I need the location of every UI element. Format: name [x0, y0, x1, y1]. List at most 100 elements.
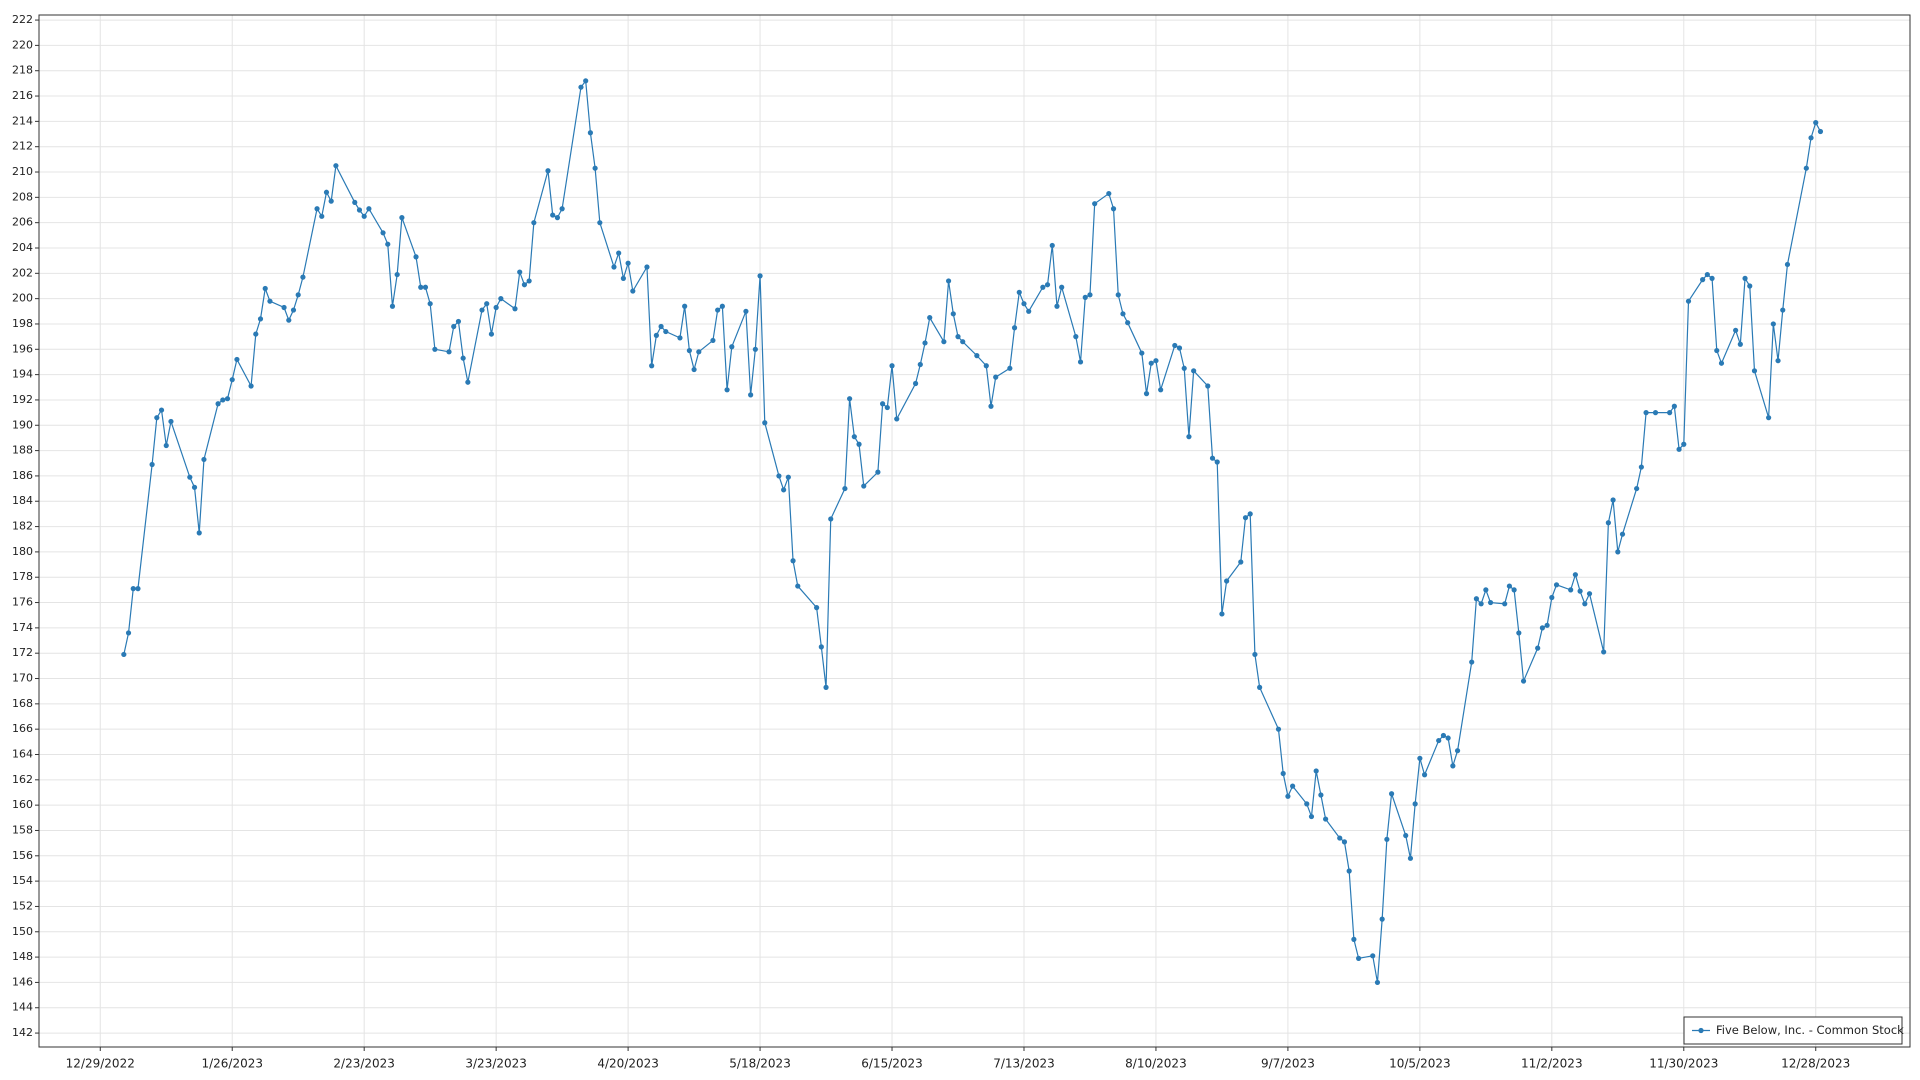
data-point — [1652, 410, 1659, 416]
data-point — [319, 213, 325, 219]
data-point — [154, 415, 160, 421]
data-point — [559, 206, 565, 212]
data-point — [465, 379, 471, 385]
data-point — [1638, 464, 1644, 470]
data-point — [413, 254, 419, 260]
data-point — [1582, 601, 1588, 607]
data-point — [1742, 275, 1748, 281]
y-tick-label: 210 — [12, 165, 33, 178]
data-point — [1247, 511, 1253, 517]
data-point — [328, 198, 334, 204]
y-tick-label: 158 — [12, 823, 33, 836]
data-point — [1054, 303, 1060, 309]
data-point — [1242, 515, 1249, 521]
data-point — [526, 278, 532, 284]
data-point — [1275, 726, 1282, 732]
data-point — [1007, 365, 1013, 371]
y-tick-label: 194 — [12, 368, 33, 381]
data-point — [286, 317, 292, 323]
y-tick-label: 198 — [12, 317, 33, 330]
data-point — [1120, 311, 1126, 317]
data-point — [1219, 611, 1225, 617]
legend-box — [1683, 1016, 1903, 1045]
data-point — [1553, 582, 1560, 588]
data-point — [1308, 813, 1315, 820]
data-point — [380, 230, 386, 236]
data-point — [884, 404, 890, 411]
data-point — [422, 284, 429, 290]
data-point — [1186, 434, 1192, 440]
data-point — [399, 215, 405, 221]
data-point — [135, 586, 141, 592]
x-tick-label: 11/30/2023 — [1649, 1057, 1718, 1071]
data-point — [1209, 455, 1216, 461]
y-tick-label: 176 — [12, 596, 33, 609]
y-tick-label: 150 — [12, 925, 33, 938]
data-point — [917, 361, 923, 368]
data-point — [1572, 572, 1578, 578]
data-point — [215, 401, 221, 407]
y-tick-label: 170 — [12, 672, 33, 685]
data-point — [1770, 321, 1776, 327]
data-point — [451, 323, 457, 330]
data-point — [776, 473, 782, 479]
data-point — [253, 331, 259, 337]
y-tick-label: 180 — [12, 545, 33, 558]
data-point — [1685, 298, 1692, 304]
data-point — [1351, 936, 1357, 942]
data-point — [1143, 391, 1150, 397]
data-point — [545, 168, 551, 174]
data-point — [1751, 368, 1758, 374]
data-point — [974, 353, 980, 359]
data-point — [1355, 955, 1362, 961]
data-point — [1280, 770, 1286, 777]
data-point — [1511, 587, 1517, 593]
data-point — [625, 260, 631, 266]
data-point — [488, 331, 495, 337]
data-point — [234, 356, 240, 363]
data-point — [653, 332, 659, 338]
y-tick-label: 218 — [12, 64, 33, 77]
y-tick-label: 160 — [12, 798, 33, 811]
data-point — [446, 349, 452, 355]
data-point — [1059, 284, 1065, 290]
data-point — [1544, 622, 1550, 628]
data-point — [1346, 868, 1352, 874]
data-point — [394, 271, 400, 278]
data-point — [1615, 549, 1621, 555]
data-point — [1421, 772, 1428, 778]
data-point — [1125, 320, 1131, 326]
data-point — [1634, 485, 1640, 492]
y-tick-label: 174 — [12, 621, 33, 634]
data-point — [743, 308, 749, 314]
data-point — [1016, 289, 1022, 295]
data-point — [1454, 748, 1461, 754]
data-point — [682, 303, 688, 309]
data-point — [1379, 916, 1385, 922]
data-point — [484, 301, 490, 307]
data-point — [1388, 791, 1395, 797]
data-point — [879, 401, 886, 407]
data-point — [955, 334, 961, 340]
data-point — [295, 292, 301, 298]
data-point — [983, 363, 989, 369]
data-point — [1205, 383, 1211, 389]
y-tick-label: 208 — [12, 190, 33, 203]
data-point — [988, 403, 994, 409]
y-tick-label: 142 — [12, 1026, 33, 1039]
x-tick-label: 5/18/2023 — [729, 1057, 791, 1071]
data-point — [1158, 387, 1164, 393]
y-tick-label: 152 — [12, 899, 33, 912]
data-point — [1412, 801, 1418, 807]
y-tick-label: 182 — [12, 520, 33, 533]
data-point — [748, 392, 754, 398]
data-point — [1535, 645, 1541, 651]
data-point — [578, 84, 584, 90]
data-point — [583, 78, 589, 84]
data-point — [719, 303, 725, 309]
data-point — [1021, 301, 1027, 307]
data-point — [290, 307, 297, 313]
data-point — [1586, 591, 1593, 597]
data-point — [1077, 359, 1084, 365]
